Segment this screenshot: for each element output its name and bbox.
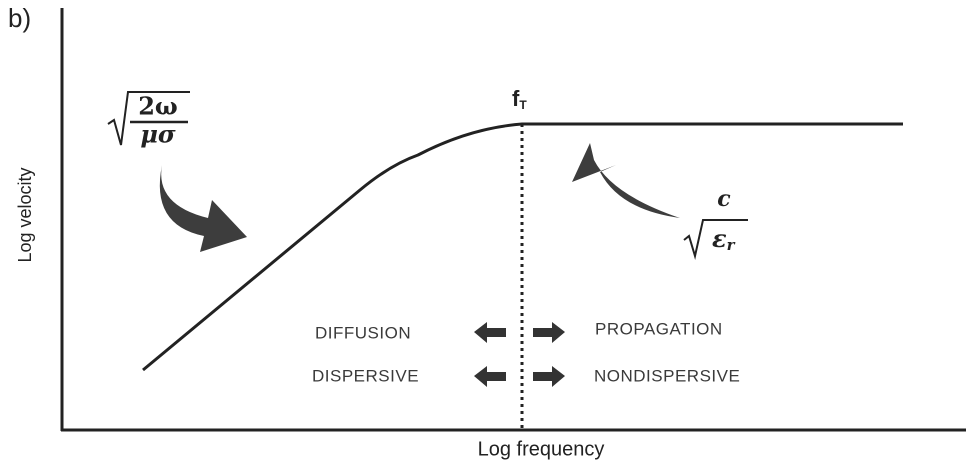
radicand-symbol: ε — [712, 224, 727, 253]
regime-label: PROPAGATION — [595, 319, 723, 338]
left-arrow — [474, 366, 506, 387]
velocity-curve — [142, 122, 903, 372]
y-axis-label: Log velocity — [15, 167, 35, 262]
left-arrow — [474, 322, 506, 343]
transition-symbol: f — [512, 86, 520, 111]
panel-label: b) — [8, 3, 31, 33]
radicand-subscript: r — [727, 236, 736, 254]
regime-label: DIFFUSION — [315, 323, 411, 342]
regime-label: NONDISPERSIVE — [594, 366, 740, 385]
sqrt-sign — [107, 91, 190, 146]
curved-arrow — [159, 165, 247, 252]
transition-label: fT — [512, 86, 527, 112]
formula-numerator: 2ω — [138, 92, 178, 121]
transition-subscript: T — [519, 98, 527, 112]
right-arrow — [533, 322, 565, 343]
sqrt-sign — [683, 219, 748, 260]
x-axis-label: Log frequency — [478, 438, 605, 460]
curved-arrow — [572, 143, 680, 218]
regime-label: DISPERSIVE — [312, 366, 419, 385]
formula-numerator: c — [717, 186, 731, 212]
right-arrow — [533, 366, 565, 387]
formula-denominator: μσ — [140, 120, 176, 149]
formula-radicand: εr — [712, 224, 736, 255]
